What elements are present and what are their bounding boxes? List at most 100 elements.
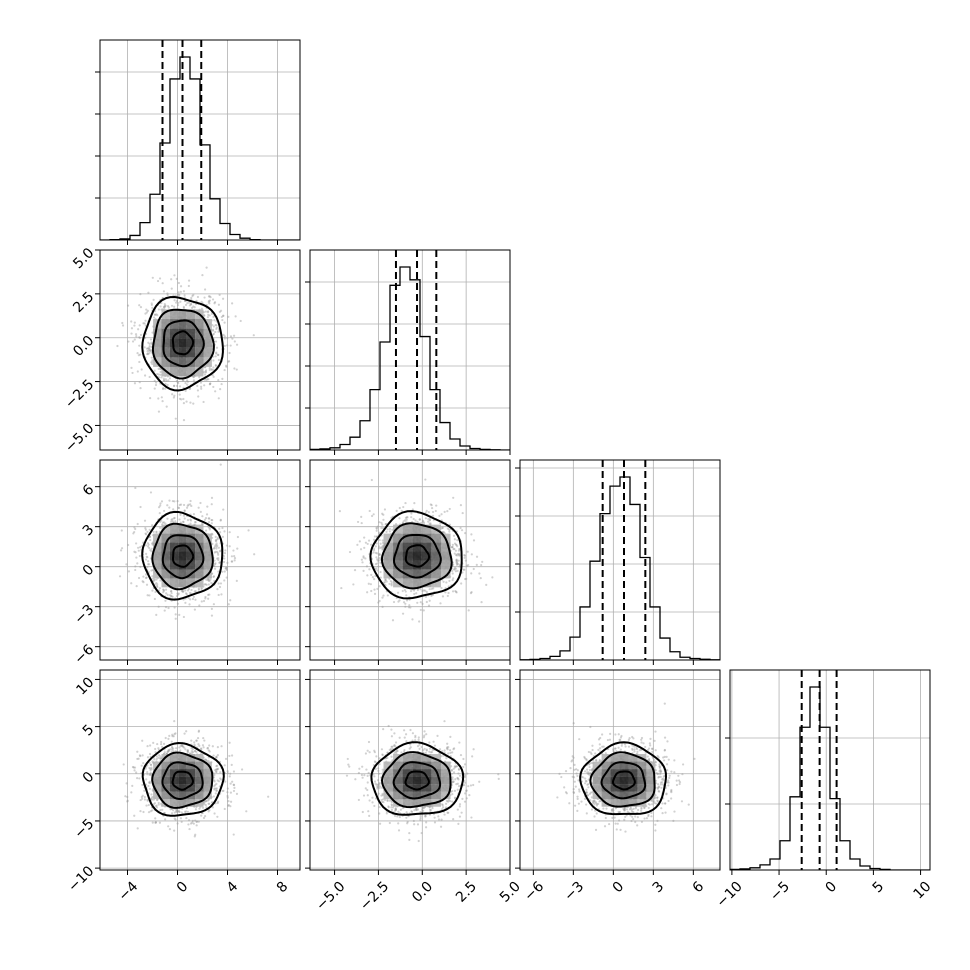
scatter-point bbox=[210, 368, 213, 371]
scatter-point bbox=[175, 594, 179, 598]
scatter-point bbox=[182, 503, 186, 507]
scatter-point bbox=[172, 735, 175, 738]
scatter-point bbox=[232, 334, 236, 337]
density-cell bbox=[169, 309, 179, 320]
scatter-point bbox=[381, 605, 384, 609]
scatter-point bbox=[182, 305, 185, 308]
density-cell bbox=[186, 533, 196, 543]
scatter-point bbox=[162, 591, 165, 594]
scatter-point bbox=[190, 306, 194, 309]
scatter-point bbox=[371, 576, 374, 579]
scatter-point bbox=[454, 567, 458, 570]
scatter-point bbox=[375, 529, 378, 532]
scatter-point bbox=[438, 514, 441, 517]
scatter-point bbox=[217, 557, 220, 560]
scatter-point bbox=[214, 355, 217, 358]
scatter-point bbox=[203, 296, 206, 299]
scatter-point bbox=[458, 563, 461, 566]
scatter-point bbox=[212, 359, 215, 362]
density-cell bbox=[153, 560, 162, 570]
scatter-point bbox=[204, 370, 207, 373]
scatter-point bbox=[172, 750, 175, 753]
scatter-point bbox=[133, 526, 136, 529]
scatter-point bbox=[182, 520, 185, 523]
scatter-point bbox=[215, 550, 219, 553]
scatter-point bbox=[151, 362, 154, 366]
scatter-point bbox=[231, 560, 234, 563]
scatter-point bbox=[173, 516, 176, 520]
density-cell bbox=[153, 533, 162, 543]
density-cell bbox=[412, 578, 422, 588]
scatter-point bbox=[198, 744, 201, 748]
scatter-point bbox=[209, 296, 212, 299]
scatter-point bbox=[157, 367, 160, 370]
scatter-point bbox=[150, 569, 153, 572]
scatter-point bbox=[187, 587, 191, 590]
scatter-point bbox=[370, 589, 373, 593]
panel-frame bbox=[309, 249, 511, 451]
scatter-point bbox=[405, 516, 408, 519]
scatter-point bbox=[430, 504, 433, 507]
scatter-point bbox=[418, 518, 421, 521]
scatter-point bbox=[138, 336, 142, 339]
scatter-point bbox=[159, 370, 162, 374]
density-cell bbox=[393, 569, 403, 579]
scatter-point bbox=[398, 517, 401, 520]
scatter-point bbox=[412, 589, 416, 592]
density-cell bbox=[178, 309, 187, 320]
scatter-point bbox=[463, 554, 467, 557]
density-cell bbox=[153, 347, 162, 358]
scatter-point bbox=[199, 381, 203, 384]
scatter-point bbox=[208, 299, 211, 302]
panel-frame bbox=[99, 459, 301, 661]
scatter-point bbox=[459, 504, 463, 507]
contour-1 bbox=[161, 534, 205, 580]
density-cell bbox=[186, 366, 196, 377]
scatter-point bbox=[231, 780, 234, 783]
scatter-point bbox=[141, 783, 144, 787]
scatter-point bbox=[189, 499, 192, 503]
histogram-step bbox=[520, 476, 720, 660]
scatter-point bbox=[366, 591, 369, 594]
scatter-point bbox=[233, 559, 236, 562]
scatter-point bbox=[147, 811, 151, 814]
density-cell bbox=[169, 347, 179, 358]
scatter-point bbox=[207, 579, 210, 582]
scatter-point bbox=[414, 519, 417, 522]
density-cell bbox=[161, 357, 170, 367]
scatter-point bbox=[157, 605, 160, 608]
scatter-point bbox=[148, 773, 151, 776]
scatter-point bbox=[154, 751, 157, 754]
scatter-point bbox=[154, 313, 157, 316]
scatter-point bbox=[215, 756, 218, 759]
scatter-point bbox=[203, 384, 206, 387]
scatter-point bbox=[204, 517, 208, 520]
density-cell bbox=[153, 328, 162, 339]
scatter-point bbox=[177, 301, 180, 305]
scatter-point bbox=[452, 496, 455, 499]
scatter-point bbox=[139, 505, 142, 509]
scatter-point bbox=[212, 332, 216, 335]
scatter-point bbox=[223, 557, 226, 560]
scatter-point bbox=[184, 303, 188, 307]
density-cell bbox=[161, 551, 170, 561]
scatter-point bbox=[213, 319, 216, 322]
scatter-point bbox=[208, 526, 211, 529]
scatter-point bbox=[154, 821, 158, 824]
scatter-point bbox=[361, 561, 364, 564]
scatter-point bbox=[448, 528, 451, 531]
scatter-point bbox=[140, 795, 143, 799]
scatter-point bbox=[381, 544, 384, 547]
density-cell bbox=[186, 560, 196, 570]
scatter-point bbox=[213, 559, 216, 562]
scatter-point bbox=[201, 806, 205, 809]
scatter-point bbox=[223, 321, 226, 324]
scatter-point bbox=[170, 518, 173, 522]
density-cell bbox=[440, 551, 451, 561]
scatter-point bbox=[218, 527, 221, 530]
scatter-point bbox=[138, 360, 141, 364]
scatter-point bbox=[382, 526, 385, 530]
y-tick-label: 6 bbox=[80, 482, 98, 500]
scatter-point bbox=[455, 561, 459, 564]
